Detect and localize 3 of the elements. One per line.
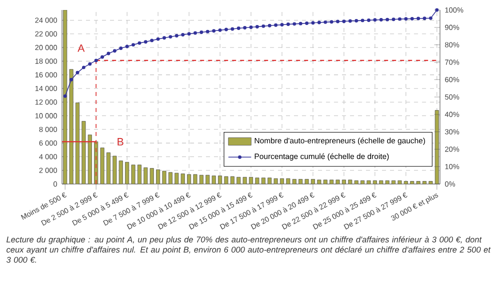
annotation: A: [78, 44, 85, 52]
annotation: B: [118, 138, 124, 146]
text: Lecture du graphique : au point A, un peu plus de 70% des auto-entrepreneurs ont un chiffre d'affaires inférieur à 3 000 €, dont ceux ayant un chiffre d'affaires nul. Et au point B, environ 6 000 auto-entrepreneurs ont déclaré un chiffre d'affaires entre 2 500 et 3 000 €.: [6, 236, 491, 263]
